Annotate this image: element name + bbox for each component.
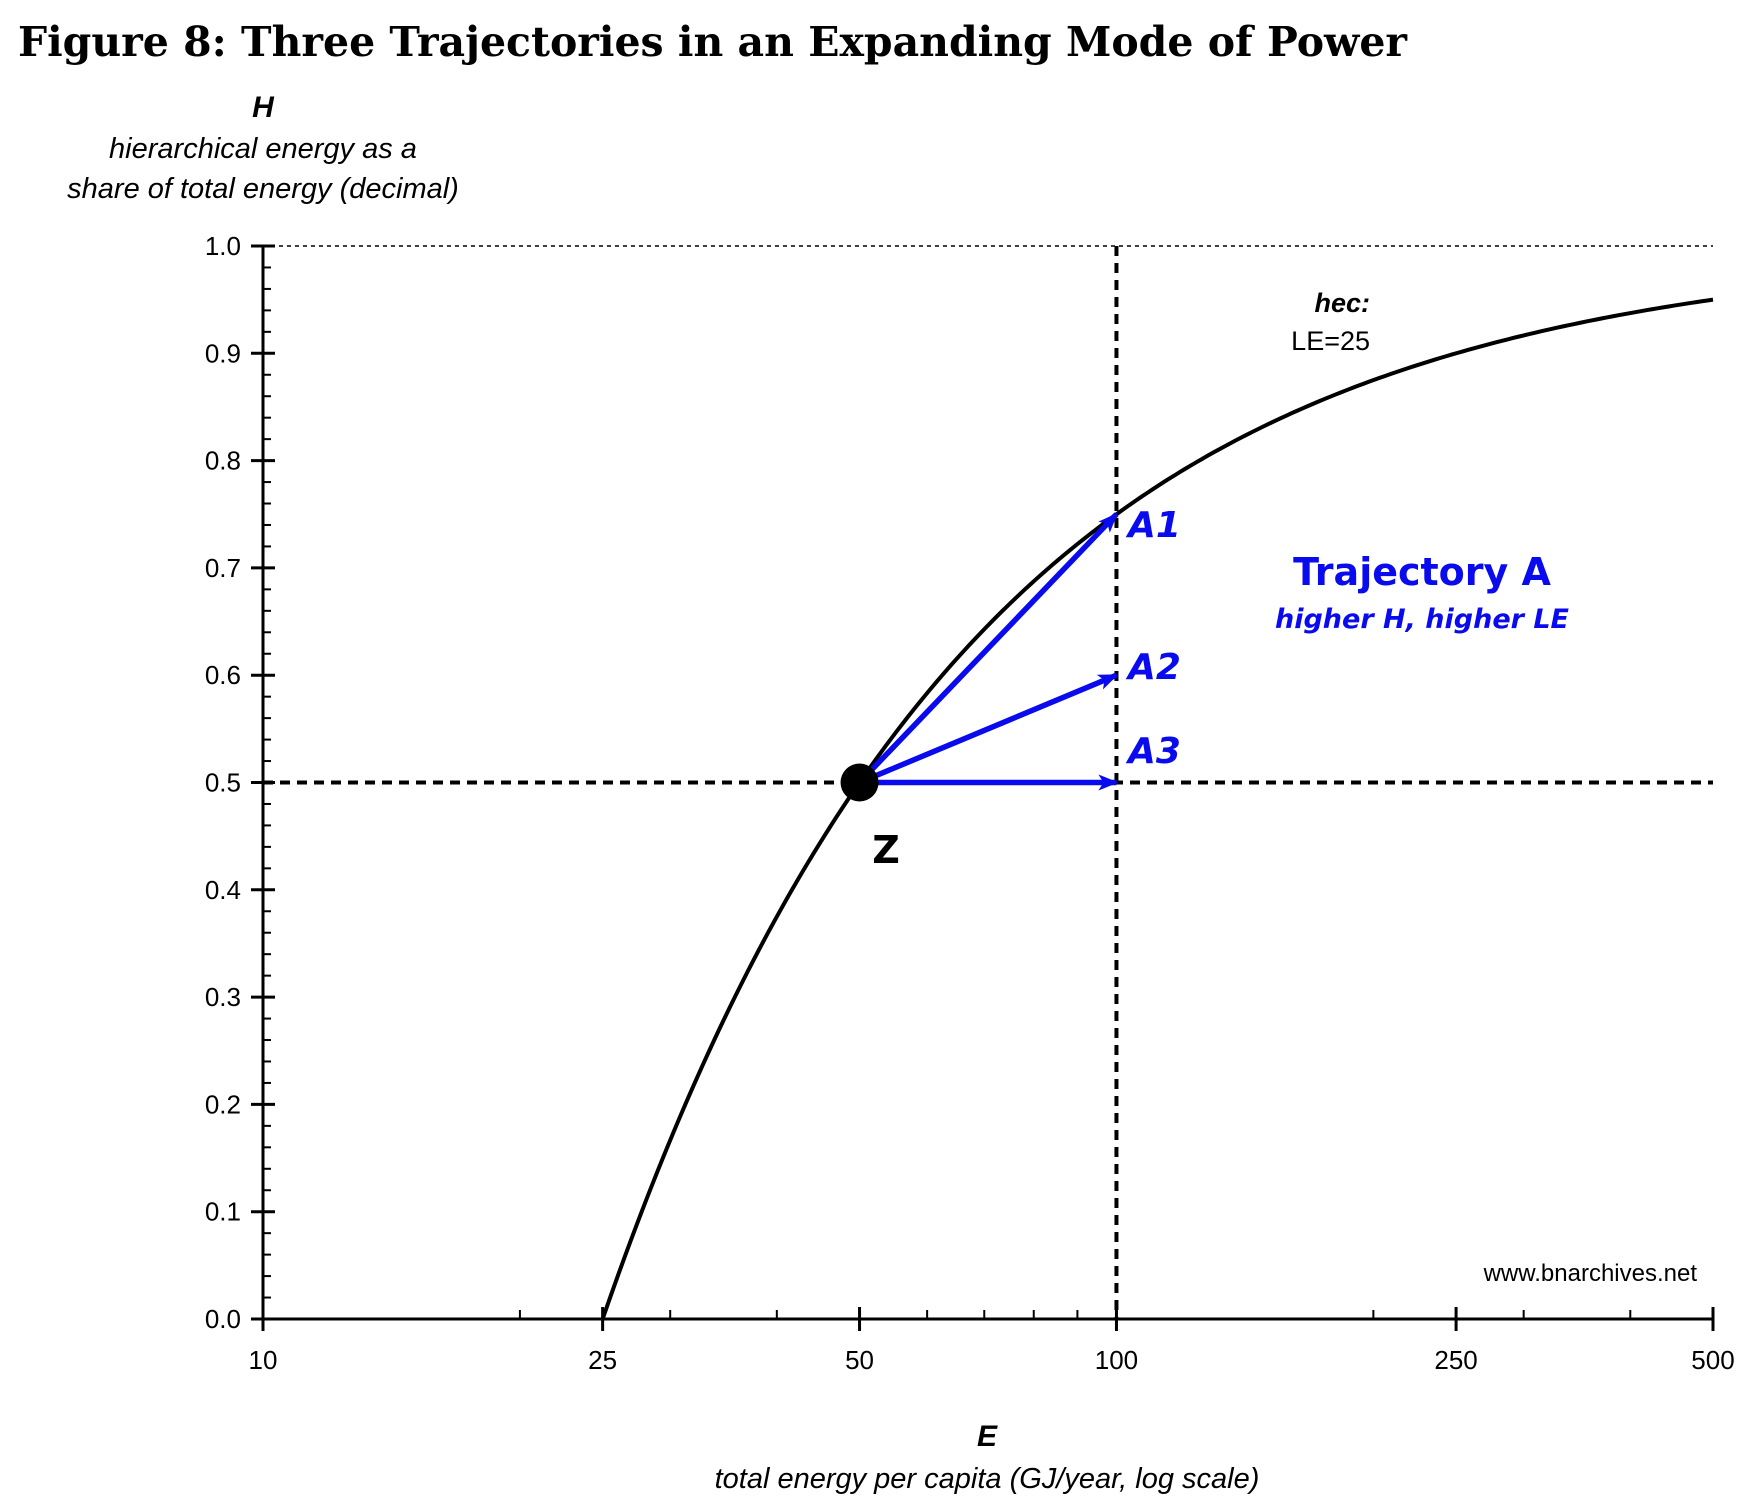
y-axis-label-line2: share of total energy (decimal)	[67, 173, 459, 205]
curve-layer	[600, 297, 1714, 1320]
axes: 0.0 0.1 0.2 0.3 0.4 0.5 0.6 0.7 0.8 0.9 1.0 10 25 50 1…	[205, 231, 1735, 1375]
y-tick-label: 0.2	[205, 1089, 241, 1119]
arrow-label-a2: A2	[1125, 647, 1181, 688]
x-tick-label: 100	[1095, 1345, 1138, 1375]
point-z	[840, 763, 879, 802]
y-tick-label: 1.0	[205, 231, 241, 261]
trajectory-subtitle: higher H, higher LE	[1275, 604, 1570, 635]
x-tick-label: 10	[249, 1345, 278, 1375]
x-tick-label: 25	[588, 1345, 617, 1375]
point-z-label: Z	[872, 828, 900, 872]
arrow-label-a1: A1	[1125, 505, 1181, 546]
chart-title: Figure 8: Three Trajectories in an Expan…	[18, 18, 1408, 66]
arrow-layer	[840, 512, 1119, 802]
y-axis-label-line1: hierarchical energy as a	[109, 133, 417, 165]
arrow-a2	[858, 672, 1119, 786]
y-tick-label: 0.6	[205, 660, 241, 690]
y-tick-label: 0.1	[205, 1197, 241, 1227]
arrow-a1	[857, 512, 1119, 785]
x-tick-label: 250	[1434, 1345, 1477, 1375]
curve-label-value: LE=25	[1291, 326, 1370, 356]
y-tick-label: 0.4	[205, 875, 241, 905]
x-tick-label: 500	[1691, 1345, 1734, 1375]
y-tick-label: 0.0	[205, 1304, 241, 1334]
arrow-label-a3: A3	[1125, 731, 1181, 772]
x-tick-label: 50	[845, 1345, 874, 1375]
x-axis-label: total energy per capita (GJ/year, log sc…	[715, 1463, 1260, 1495]
trajectory-title: Trajectory A	[1293, 550, 1551, 594]
y-tick-label: 0.8	[205, 446, 241, 476]
y-tick-label: 0.5	[205, 768, 241, 798]
watermark: www.bnarchives.net	[1483, 1260, 1698, 1287]
y-tick-label: 0.3	[205, 982, 241, 1012]
x-axis-variable: E	[977, 1420, 998, 1453]
y-axis-variable: H	[252, 91, 275, 124]
hec-curve	[600, 297, 1714, 1320]
y-tick-label: 0.7	[205, 553, 241, 583]
curve-label-title: hec:	[1314, 288, 1370, 318]
y-tick-label: 0.9	[205, 338, 241, 368]
